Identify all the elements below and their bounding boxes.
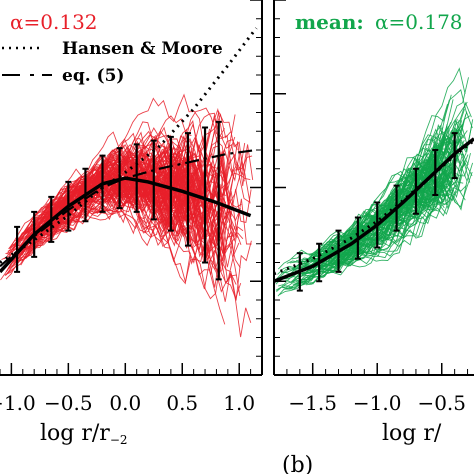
profile-line <box>26 140 207 234</box>
eq5-curve <box>0 148 257 268</box>
profile-line <box>52 130 182 213</box>
caption: (b) <box>282 453 313 474</box>
legend: Hansen & Moore eq. (5) <box>2 39 223 86</box>
panel-a-error-bars <box>14 120 222 281</box>
profile-line <box>348 99 454 237</box>
profile-line <box>24 115 225 236</box>
profile-line <box>9 180 221 264</box>
profile-line <box>348 67 466 238</box>
profile-line <box>297 150 455 281</box>
x-tick-label: −1.0 <box>353 391 402 415</box>
profile-line <box>305 201 440 286</box>
x-tick-label: −0.5 <box>44 391 93 415</box>
panel-a-ticks <box>0 0 263 376</box>
profile-line <box>349 125 473 240</box>
panel-b-xlabel: log r/ <box>382 421 442 446</box>
legend-label-hansen-moore: Hansen & Moore <box>62 39 223 59</box>
profile-line <box>315 126 449 260</box>
profile-line <box>28 186 184 250</box>
x-tick-label: −0.5 <box>417 391 466 415</box>
panel-a-xlabel-main: log r/r <box>40 421 110 446</box>
profile-line <box>23 158 209 235</box>
panel-b-alpha-label: α=0.178 <box>375 10 463 34</box>
panel-a-profiles <box>0 93 254 338</box>
profile-line <box>276 122 452 292</box>
x-tick-label: −1.5 <box>288 391 337 415</box>
panel-b: mean: α=0.178 −1.5 −1.0 −0.5 log r/ <box>273 0 474 446</box>
panel-b-tick-labels: −1.5 −1.0 −0.5 <box>288 391 466 415</box>
profile-line <box>45 169 226 325</box>
panel-a-alpha-label: α=0.132 <box>10 10 98 34</box>
panel-a-xlabel: log r/r−2 <box>40 421 128 447</box>
panel-b-ticks <box>273 0 469 376</box>
x-tick-label: 0.0 <box>109 391 141 415</box>
panel-a: α=0.132 Hansen & Moore eq. (5) −1.0 −0.5 0… <box>0 0 263 447</box>
profile-line <box>346 170 458 267</box>
profile-line <box>45 189 221 236</box>
panel-b-error-bars <box>296 132 458 292</box>
x-tick-label: −1.0 <box>0 391 36 415</box>
panel-b-profiles <box>274 67 474 297</box>
profile-line <box>29 148 189 230</box>
panel-a-tick-labels: −1.0 −0.5 0.0 0.5 1.0 <box>0 391 255 415</box>
panel-b-mean-label: mean: <box>295 10 364 34</box>
hansen-moore-curve <box>0 27 258 264</box>
profile-line <box>343 189 454 259</box>
x-tick-label: 0.5 <box>166 391 198 415</box>
x-tick-label: 1.0 <box>223 391 255 415</box>
panel-a-xlabel-sub: −2 <box>110 433 128 447</box>
legend-label-eq5: eq. (5) <box>62 66 124 86</box>
profile-line <box>277 189 453 297</box>
